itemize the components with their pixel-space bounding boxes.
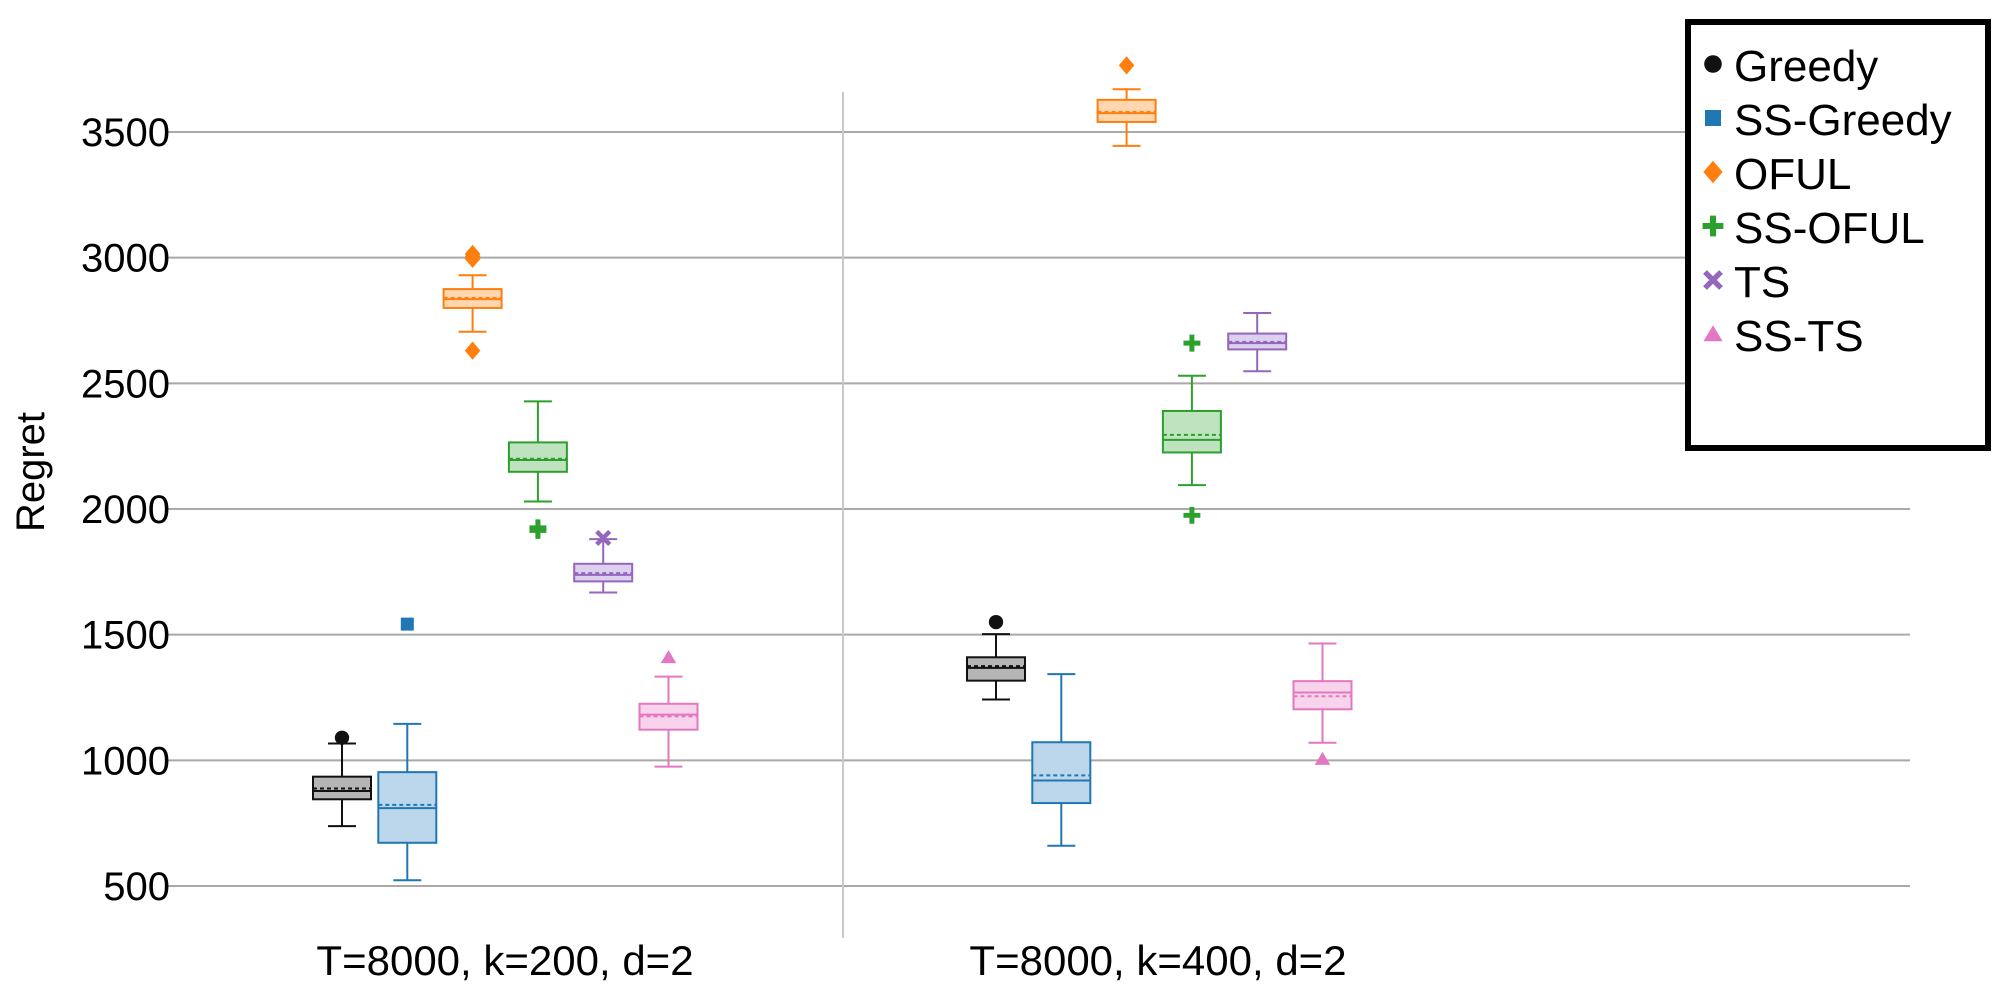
outlier-point <box>1183 334 1201 352</box>
boxplot-oful-2 <box>1096 56 1157 147</box>
boxplot-ss-oful-2 <box>1161 334 1222 524</box>
legend-label: TS <box>1734 258 1790 307</box>
iqr-box <box>507 441 568 473</box>
x-category-label: T=8000, k=400, d=2 <box>969 937 1346 984</box>
boxplot-ss-ts-2 <box>1292 642 1353 765</box>
boxplot-oful-1 <box>442 244 503 360</box>
boxplot-ss-greedy-1 <box>377 617 438 882</box>
outlier-point <box>1118 56 1135 75</box>
y-gridlines <box>165 131 1910 887</box>
y-tick-label: 500 <box>103 865 170 909</box>
legend: Greedy SS-Greedy OFUL SS-OFUL TS SS-TS <box>1685 19 1991 451</box>
x-category-label: T=8000, k=200, d=2 <box>316 937 693 984</box>
outlier-point <box>660 650 677 664</box>
iqr-box <box>1031 741 1092 805</box>
outlier-point <box>1314 751 1331 765</box>
outlier-point <box>1183 506 1201 524</box>
y-tick-label: 2000 <box>81 488 170 532</box>
legend-label: OFUL <box>1734 150 1851 199</box>
boxplot-greedy-2 <box>966 614 1026 701</box>
outlier-point <box>400 617 414 631</box>
x-category-labels: T=8000, k=200, d=2 T=8000, k=400, d=2 <box>316 937 1346 984</box>
boxplot-ss-greedy-2 <box>1031 673 1092 847</box>
outlier-point <box>988 614 1004 630</box>
iqr-box <box>1292 680 1353 711</box>
y-axis-ticks: 500 1000 1500 2000 2500 3000 3500 <box>81 111 170 909</box>
outlier-point <box>464 341 481 360</box>
iqr-box <box>966 656 1026 682</box>
boxplot-ss-ts-1 <box>638 650 699 768</box>
legend-label: SS-Greedy <box>1734 96 1952 145</box>
legend-marker <box>1703 325 1723 342</box>
boxplot-ts-2 <box>1227 311 1288 373</box>
legend-marker <box>1703 270 1723 290</box>
legend-label: SS-OFUL <box>1734 204 1925 253</box>
y-tick-label: 3500 <box>81 111 170 155</box>
outlier-point <box>595 529 612 546</box>
boxplot-ts-1 <box>573 529 634 594</box>
y-tick-label: 3000 <box>81 237 170 281</box>
legend-marker <box>1702 215 1724 237</box>
legend-marker <box>1703 160 1723 184</box>
legend-marker <box>1705 110 1721 126</box>
boxplot-greedy-1 <box>312 730 372 828</box>
iqr-box <box>1096 98 1157 123</box>
y-tick-label: 1500 <box>81 614 170 658</box>
outlier-point <box>529 519 547 537</box>
legend-label: Greedy <box>1734 42 1878 91</box>
outlier-point <box>464 244 481 263</box>
y-axis-title: Regret <box>9 412 53 532</box>
boxplots <box>312 56 1353 882</box>
outlier-point <box>334 730 350 745</box>
legend-frame <box>1685 19 1991 451</box>
iqr-box <box>1161 409 1222 454</box>
y-tick-label: 2500 <box>81 362 170 406</box>
legend-marker <box>1704 55 1722 73</box>
legend-items: Greedy SS-Greedy OFUL SS-OFUL TS SS-TS <box>1702 42 1952 361</box>
y-tick-label: 1000 <box>81 739 170 783</box>
boxplot-ss-oful-1 <box>507 400 568 539</box>
legend-label: SS-TS <box>1734 312 1864 361</box>
